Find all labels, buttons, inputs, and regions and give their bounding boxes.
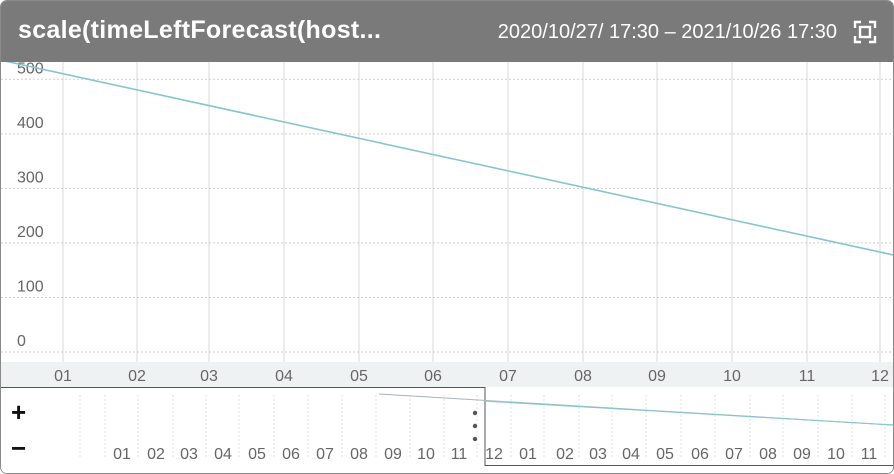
nav-month-label: 07 [725,446,743,463]
nav-month-label: 11 [451,446,468,463]
nav-month-label: 03 [180,446,198,463]
zoom-in-button[interactable]: + [11,397,27,427]
navigator-selected-region [1,387,485,473]
nav-month-label: 04 [214,446,232,463]
x-tick-label: 10 [723,368,741,385]
nav-month-label: 06 [691,446,709,463]
time-range: 2020/10/27/ 17:30 – 2021/10/26 17:30 [497,21,837,43]
x-tick-label: 05 [350,368,368,385]
navigator[interactable]: 01 02 03 04 05 06 07 08 09 10 11 12 01 02 03 04 05 06 07 08… [1,387,893,473]
nav-month-label: 12 [485,446,503,463]
widget-header: scale(timeLeftForecast(host... 2020/10/2… [1,1,893,62]
nav-month-label: 03 [589,446,607,463]
x-tick-label: 11 [799,368,816,385]
y-tick-label: 100 [17,278,44,295]
nav-month-label: 09 [793,446,811,463]
x-tick-label: 12 [871,368,889,385]
nav-month-label: 02 [147,446,165,463]
x-axis-band [1,362,893,387]
y-tick-label: 200 [17,224,44,241]
x-tick-label: 01 [54,368,72,385]
y-tick-label: 400 [17,115,44,132]
x-tick-label: 08 [574,368,592,385]
x-tick-label: 06 [424,368,442,385]
nav-month-label: 01 [113,446,131,463]
nav-month-label: 02 [556,446,574,463]
nav-month-label: 04 [622,446,640,463]
fullscreen-icon[interactable] [853,20,877,44]
range-handle-icon[interactable] [469,407,481,445]
x-tick-label: 09 [648,368,666,385]
nav-month-label: 06 [282,446,300,463]
y-tick-label: 300 [17,169,44,186]
x-tick-label: 07 [499,368,517,385]
nav-month-label: 05 [656,446,674,463]
y-tick-label: 0 [17,333,26,350]
nav-series-line [484,400,893,426]
nav-month-label: 07 [316,446,334,463]
series-line [5,62,893,256]
nav-month-label: 11 [861,446,878,463]
zoom-out-button[interactable]: − [11,433,27,463]
nav-month-label: 09 [384,446,402,463]
widget-title: scale(timeLeftForecast(host... [18,16,382,44]
nav-month-label: 08 [350,446,368,463]
nav-month-label: 10 [827,446,845,463]
nav-month-label: 01 [519,446,537,463]
nav-month-label: 10 [417,446,435,463]
x-tick-label: 02 [128,368,146,385]
x-tick-label: 04 [275,368,293,385]
x-tick-label: 03 [200,368,218,385]
nav-month-label: 08 [759,446,777,463]
nav-month-label: 05 [248,446,266,463]
